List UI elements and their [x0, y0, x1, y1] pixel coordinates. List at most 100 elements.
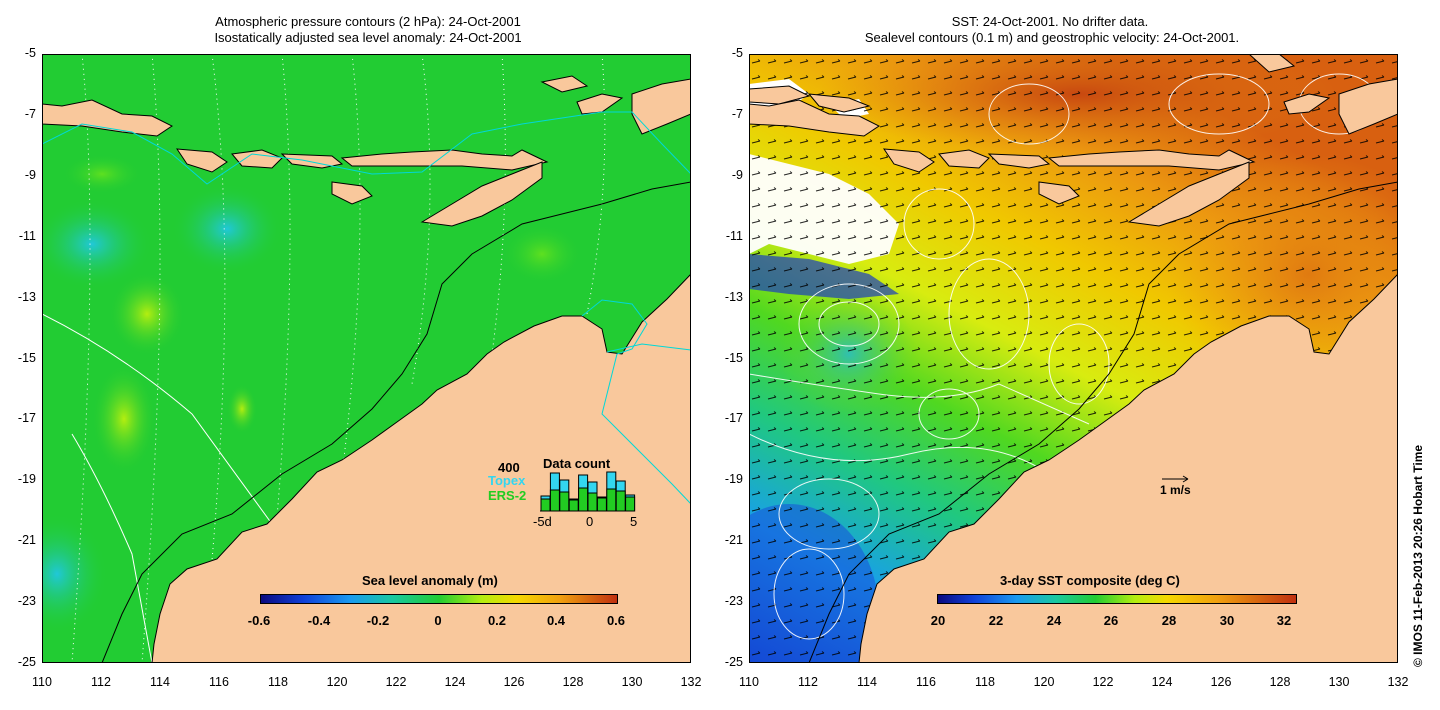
land-islands-right — [749, 54, 1398, 227]
right-colorbar-label: 3-day SST composite (deg C) — [1000, 573, 1180, 588]
left-x-tick-label: 122 — [385, 675, 407, 689]
right-y-tick-label: -15 — [724, 350, 743, 365]
right-x-tick-label: 112 — [798, 675, 818, 689]
left-title-line2: Isostatically adjusted sea level anomaly… — [214, 30, 522, 45]
left-cb-tick-1: -0.4 — [307, 613, 331, 628]
left-y-tick-label: -15 — [17, 350, 36, 365]
right-cb-tick-6: 32 — [1276, 613, 1292, 628]
ers-count-bar — [615, 490, 626, 512]
data-count-histogram — [540, 471, 636, 512]
right-y-tick-label: -9 — [731, 167, 743, 182]
left-colorbar-label: Sea level anomaly (m) — [362, 573, 498, 588]
ers-count-bar — [587, 492, 598, 512]
right-y-tick-label: -13 — [724, 289, 743, 304]
left-cb-tick-4: 0.2 — [487, 613, 507, 628]
ers-count-bar — [578, 487, 589, 512]
right-y-tick-label: -17 — [724, 411, 743, 426]
right-x-tick-label: 122 — [1092, 675, 1114, 689]
left-cb-tick-6: 0.6 — [606, 613, 626, 628]
data-count-title: Data count — [543, 456, 611, 471]
left-map — [42, 54, 691, 663]
left-x-tick-label: 124 — [444, 675, 466, 689]
data-count-xtick-0: -5d — [533, 514, 552, 529]
left-y-tick-label: -7 — [24, 106, 36, 121]
right-cb-tick-3: 26 — [1103, 613, 1119, 628]
left-x-tick-label: 112 — [91, 675, 111, 689]
left-map-frame — [42, 54, 691, 663]
left-x-tick-label: 132 — [680, 675, 702, 689]
left-colorbar — [260, 594, 618, 604]
left-x-tick-label: 130 — [621, 675, 643, 689]
left-y-tick-label: -9 — [24, 167, 36, 182]
left-cb-tick-0: -0.6 — [247, 613, 271, 628]
right-cb-tick-2: 24 — [1046, 613, 1062, 628]
right-y-tick-label: -25 — [724, 655, 743, 669]
right-x-tick-label: 118 — [975, 675, 995, 689]
right-y-tick-label: -11 — [725, 228, 743, 243]
land-australia — [151, 273, 691, 663]
sla-high-a — [109, 272, 185, 356]
left-x-tick-label: 110 — [32, 675, 52, 689]
right-x-tick-label: 130 — [1328, 675, 1350, 689]
data-count-xtick-2: 5 — [630, 514, 638, 529]
left-y-tick-label: -19 — [17, 472, 36, 487]
land-islands — [42, 75, 691, 227]
sla-low-sw — [42, 514, 107, 634]
right-x-tick-label: 120 — [1033, 675, 1055, 689]
data-count-max: 400 — [498, 460, 520, 475]
shelf-contour-right — [808, 181, 1398, 663]
right-cb-tick-5: 30 — [1219, 613, 1235, 628]
right-title-line1: SST: 24-Oct-2001. No drifter data. — [951, 14, 1149, 29]
ers-count-bar — [625, 496, 636, 512]
right-y-tick-label: -23 — [724, 594, 743, 609]
credit-text: © IMOS 11-Feb-2013 20:26 Hobart Time — [1411, 444, 1425, 667]
left-x-tick-label: 116 — [209, 675, 229, 689]
left-y-tick-label: -17 — [17, 411, 36, 426]
right-x-tick-label: 116 — [916, 675, 936, 689]
sla-low-central — [172, 184, 282, 274]
data-count-xtick-1: 0 — [586, 514, 594, 529]
right-x-tick-label: 126 — [1210, 675, 1232, 689]
ers-count-bar — [596, 497, 607, 512]
bathymetry-line — [42, 111, 691, 505]
right-x-tick-label: 132 — [1387, 675, 1409, 689]
sla-high-d — [502, 224, 582, 284]
right-y-tick-label: -7 — [731, 106, 743, 121]
ers-count-bar — [549, 489, 560, 512]
right-y-tick-label: -5 — [731, 46, 743, 60]
sla-low-west — [42, 199, 152, 289]
sla-high-e — [62, 154, 142, 194]
left-cb-tick-3: 0 — [434, 613, 442, 628]
right-cb-tick-0: 20 — [930, 613, 946, 628]
right-x-tick-label: 128 — [1269, 675, 1291, 689]
right-cb-tick-1: 22 — [988, 613, 1004, 628]
left-y-tick-label: -11 — [18, 228, 36, 243]
right-cb-tick-4: 28 — [1161, 613, 1177, 628]
left-y-tick-label: -5 — [24, 46, 36, 60]
right-x-tick-label: 124 — [1151, 675, 1173, 689]
left-x-tick-label: 120 — [326, 675, 348, 689]
left-x-tick-label: 118 — [268, 675, 288, 689]
data-count-topex-label: Topex — [488, 473, 526, 488]
land-australia-right — [858, 273, 1398, 663]
velocity-scale-label: 1 m/s — [1160, 483, 1191, 497]
left-cb-tick-2: -0.2 — [366, 613, 390, 628]
sla-high-c — [227, 384, 257, 434]
data-count-ers-label: ERS-2 — [488, 488, 527, 503]
right-map — [749, 54, 1398, 663]
right-map-frame — [749, 54, 1398, 663]
right-x-tick-label: 114 — [857, 675, 877, 689]
ers-count-bar — [568, 499, 579, 512]
left-y-tick-label: -25 — [17, 655, 36, 669]
shelf-contour — [101, 181, 691, 663]
left-y-tick-label: -21 — [17, 533, 36, 548]
left-x-tick-label: 126 — [503, 675, 525, 689]
ers-count-bar — [559, 491, 570, 512]
left-y-tick-label: -13 — [17, 289, 36, 304]
right-y-tick-label: -21 — [724, 533, 743, 548]
left-cb-tick-5: 0.4 — [546, 613, 566, 628]
ers-count-bar — [540, 498, 551, 512]
sealevel-contours — [749, 73, 1380, 640]
sla-high-b — [92, 364, 156, 474]
ers-count-bar — [606, 488, 617, 512]
